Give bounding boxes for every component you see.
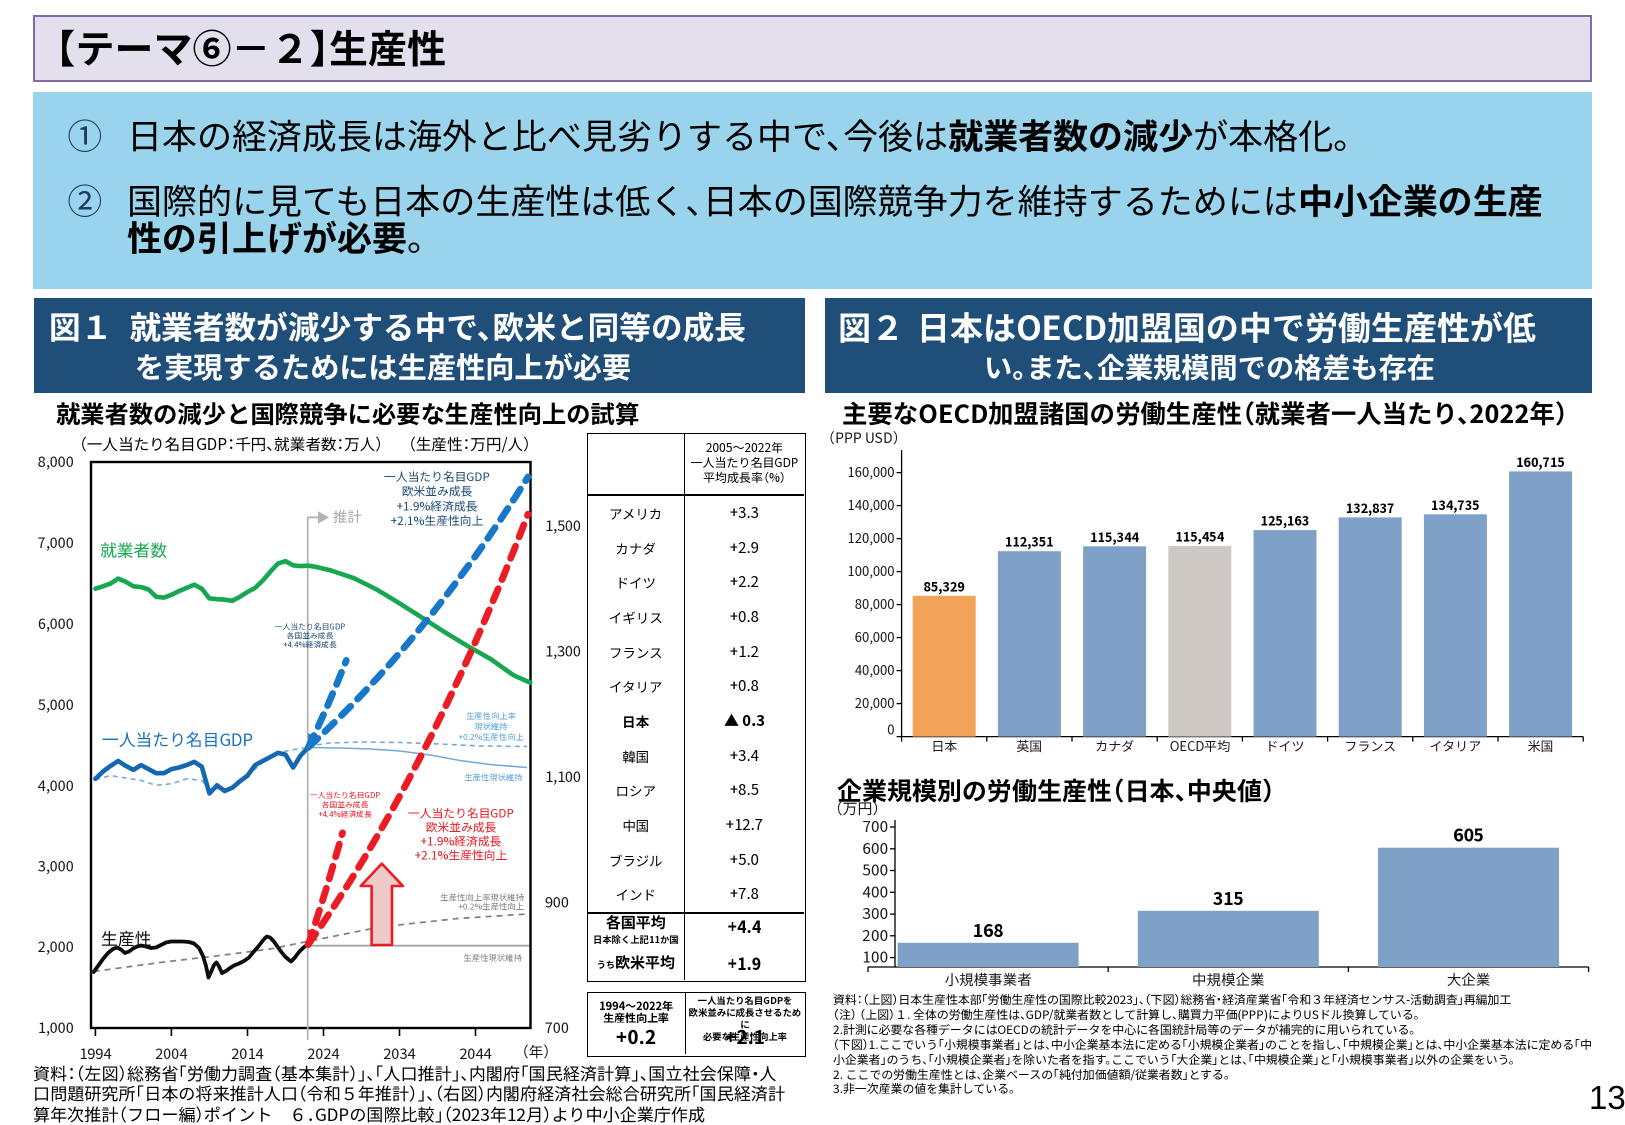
svg-text:2034: 2034 <box>383 1043 415 1064</box>
svg-text:フランス: フランス <box>1344 736 1396 755</box>
svg-text:+2.1%生産性向上: +2.1%生産性向上 <box>391 512 484 529</box>
svg-text:+1.9%経済成長: +1.9%経済成長 <box>397 497 478 514</box>
svg-text:200: 200 <box>862 924 888 946</box>
svg-text:605: 605 <box>1453 823 1484 848</box>
svg-text:+2.1%生産性向上: +2.1%生産性向上 <box>415 847 508 864</box>
svg-text:160,715: 160,715 <box>1516 452 1565 471</box>
svg-text:米国: 米国 <box>1528 736 1554 755</box>
svg-text:80,000: 80,000 <box>855 594 895 613</box>
svg-text:315: 315 <box>1213 886 1244 911</box>
svg-text:1994: 1994 <box>79 1043 111 1064</box>
svg-text:700: 700 <box>862 815 888 837</box>
svg-text:欧米並み成長: 欧米並み成長 <box>426 819 497 836</box>
svg-text:大企業: 大企業 <box>1447 969 1491 990</box>
svg-text:生産性現状維持: 生産性現状維持 <box>463 952 522 964</box>
svg-text:0: 0 <box>887 720 894 739</box>
svg-text:112,351: 112,351 <box>1005 532 1054 551</box>
svg-text:900: 900 <box>545 892 569 913</box>
svg-text:120,000: 120,000 <box>848 528 895 547</box>
svg-text:160,000: 160,000 <box>848 462 895 481</box>
svg-text:1,500: 1,500 <box>545 515 581 536</box>
svg-text:小規模事業者: 小規模事業者 <box>945 969 1032 990</box>
svg-text:140,000: 140,000 <box>848 495 895 514</box>
svg-text:300: 300 <box>862 902 888 924</box>
svg-text:+4.4%経済成長: +4.4%経済成長 <box>283 640 337 651</box>
svg-text:生産性向上率現状維持: 生産性向上率現状維持 <box>440 892 524 904</box>
svg-text:100,000: 100,000 <box>848 561 895 580</box>
svg-text:3,000: 3,000 <box>38 856 74 877</box>
svg-text:ドイツ: ドイツ <box>1265 736 1304 755</box>
svg-text:168: 168 <box>973 918 1004 943</box>
svg-text:85,329: 85,329 <box>924 576 965 595</box>
svg-text:就業者数: 就業者数 <box>100 538 167 562</box>
svg-text:英国: 英国 <box>1016 736 1042 755</box>
svg-text:一人当たり名目GDP: 一人当たり名目GDP <box>275 622 345 633</box>
svg-text:132,837: 132,837 <box>1346 498 1395 517</box>
svg-text:OECD平均: OECD平均 <box>1170 736 1231 755</box>
svg-text:推計: 推計 <box>333 506 362 527</box>
svg-text:100: 100 <box>862 946 888 968</box>
svg-text:+0.2%生産性向上: +0.2%生産性向上 <box>458 901 524 913</box>
svg-text:1,100: 1,100 <box>545 766 581 787</box>
svg-text:欧米並み成長: 欧米並み成長 <box>402 483 473 500</box>
svg-text:7,000: 7,000 <box>38 532 74 553</box>
svg-text:+4.4%経済成長: +4.4%経済成長 <box>318 809 372 820</box>
svg-text:600: 600 <box>862 837 888 859</box>
svg-text:（PPP USD）: （PPP USD） <box>828 428 900 448</box>
svg-text:日本: 日本 <box>931 736 957 755</box>
svg-text:+1.9%経済成長: +1.9%経済成長 <box>421 833 502 850</box>
svg-text:2044: 2044 <box>459 1043 491 1064</box>
svg-text:カナダ: カナダ <box>1095 736 1134 755</box>
svg-text:6,000: 6,000 <box>38 613 74 634</box>
svg-text:115,454: 115,454 <box>1175 527 1225 546</box>
svg-text:各国並み成長: 各国並み成長 <box>322 800 369 811</box>
svg-text:125,163: 125,163 <box>1261 511 1310 530</box>
svg-text:現状維持: 現状維持 <box>473 721 507 733</box>
svg-text:2014: 2014 <box>231 1043 263 1064</box>
svg-text:20,000: 20,000 <box>855 693 895 712</box>
svg-text:一人当たり名目GDP: 一人当たり名目GDP <box>102 727 253 751</box>
svg-text:+0.2%生産性向上: +0.2%生産性向上 <box>458 731 524 743</box>
svg-text:400: 400 <box>862 880 888 902</box>
svg-text:60,000: 60,000 <box>855 627 895 646</box>
svg-text:2024: 2024 <box>307 1043 339 1064</box>
svg-text:134,735: 134,735 <box>1431 495 1480 514</box>
svg-text:5,000: 5,000 <box>37 694 74 715</box>
svg-text:700: 700 <box>545 1017 569 1038</box>
svg-text:（年）: （年） <box>522 1041 551 1062</box>
svg-text:各国並み成長: 各国並み成長 <box>287 631 334 642</box>
svg-text:4,000: 4,000 <box>38 775 74 796</box>
svg-text:生産性現状維持: 生産性現状維持 <box>464 772 522 784</box>
svg-text:115,344: 115,344 <box>1090 527 1140 546</box>
svg-text:40,000: 40,000 <box>855 660 895 679</box>
svg-text:8,000: 8,000 <box>38 451 74 472</box>
svg-text:2,000: 2,000 <box>38 936 74 957</box>
svg-text:2004: 2004 <box>155 1043 187 1064</box>
svg-text:一人当たり名目GDP: 一人当たり名目GDP <box>384 468 490 485</box>
svg-text:生産性向上率: 生産性向上率 <box>466 710 516 722</box>
svg-text:（万円）: （万円） <box>835 798 880 819</box>
svg-text:生産性: 生産性 <box>101 926 152 950</box>
svg-text:1,300: 1,300 <box>545 641 581 662</box>
svg-text:一人当たり名目GDP: 一人当たり名目GDP <box>310 790 380 801</box>
svg-text:イタリア: イタリア <box>1430 736 1481 755</box>
svg-text:一人当たり名目GDP: 一人当たり名目GDP <box>408 805 514 822</box>
svg-text:1,000: 1,000 <box>38 1017 74 1038</box>
svg-text:500: 500 <box>862 859 888 881</box>
svg-text:中規模企業: 中規模企業 <box>1192 969 1265 990</box>
